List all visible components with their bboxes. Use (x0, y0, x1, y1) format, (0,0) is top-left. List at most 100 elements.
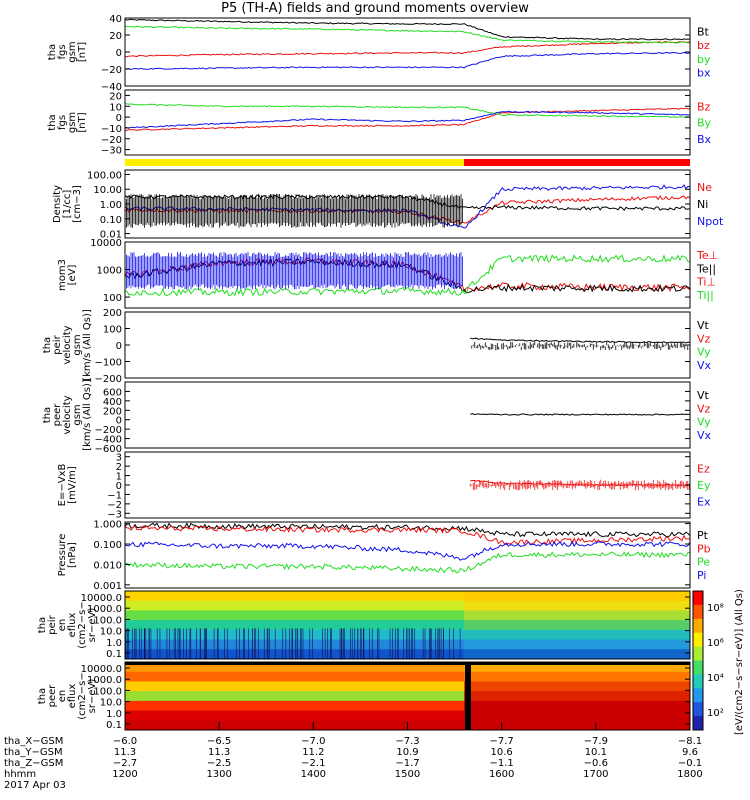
colorbar-segment (693, 674, 703, 689)
y-tick-label: 10000 (90, 238, 122, 249)
legend-Ex: Ex (697, 496, 711, 509)
y-tick-label: −2 (107, 500, 122, 511)
x-tick-label: −7.0 (301, 736, 325, 747)
x-tick-label: 10.1 (585, 747, 607, 758)
y-axis-label: peer (47, 684, 58, 708)
colorbar-segment (693, 591, 703, 606)
legend-Pi: Pi (697, 569, 706, 582)
series-line-pressure-Pe (124, 551, 691, 574)
y-axis-label: eflux (67, 613, 78, 638)
y-axis-label: velocity (62, 395, 73, 434)
colorbar-frame (692, 590, 704, 731)
y-tick-label: 10000.0 (81, 664, 122, 675)
y-tick-label: 10 (109, 102, 122, 113)
y-tick-label: 200 (103, 308, 122, 319)
y-axis-label: eflux (67, 684, 78, 709)
colorbar-tick-label: 10⁴ (707, 673, 724, 684)
y-tick-label: −20 (101, 135, 122, 146)
spectrogram-band (125, 610, 464, 621)
y-tick-label: 10.00 (93, 185, 122, 196)
panel-frame (124, 17, 691, 87)
legend-Ti||: Ti|| (696, 289, 714, 302)
legend-Bt: Bt (697, 26, 710, 39)
legend-Vy: Vy (697, 416, 711, 429)
y-axis-label: Density (52, 185, 63, 223)
spectrogram-band (125, 691, 464, 702)
y-axis-label: fgs (57, 115, 68, 130)
panel-frame (124, 89, 691, 156)
spectrogram-band (464, 691, 690, 702)
y-tick-label: −1 (107, 490, 122, 501)
mode-bar-segment (464, 159, 690, 166)
y-tick-label: 100 (103, 325, 122, 336)
y-tick-label: −20 (101, 65, 122, 76)
y-tick-label: 400 (103, 397, 122, 408)
y-axis-label: en (57, 690, 68, 703)
spectrogram-band (125, 591, 464, 602)
legend-bx: bx (697, 66, 711, 79)
y-tick-label: 10.0 (100, 627, 122, 638)
y-tick-label: 0.1 (106, 720, 122, 731)
series-line-density-Ne (124, 195, 691, 225)
legend-Vx: Vx (697, 359, 712, 372)
y-axis-label: [eV] (67, 265, 78, 286)
y-tick-label: −400 (95, 435, 122, 446)
spectrogram-band (464, 591, 690, 602)
legend-by: by (697, 53, 711, 66)
y-tick-label: 1 (116, 472, 122, 483)
y-axis-label: tha (47, 44, 58, 60)
spectrogram-band (464, 600, 690, 611)
x-tick-label: 1700 (583, 769, 608, 780)
y-tick-label: 20 (109, 91, 122, 102)
x-tick-label: 1600 (489, 769, 514, 780)
y-axis-label: [km/s (All Qs)] (82, 379, 93, 451)
spectrogram-band (464, 662, 690, 673)
legend-Vt: Vt (697, 389, 710, 402)
y-tick-label: 0 (116, 416, 122, 427)
plot-title: P5 (TH-A) fields and ground moments over… (221, 1, 529, 16)
y-tick-label: 1.0 (106, 638, 122, 649)
x-tick-label: −0.1 (678, 758, 702, 769)
y-axis-label: gsm (72, 334, 83, 355)
x-tick-label: −2.1 (301, 758, 325, 769)
series-line-fgs2-Bx (124, 110, 691, 129)
x-axis-row-label: tha_X−GSM (4, 736, 63, 747)
colorbar-tick-label: 10⁸ (707, 603, 724, 614)
colorbar-segment (693, 646, 703, 661)
x-tick-label: 1800 (677, 769, 702, 780)
y-tick-label: −30 (101, 146, 122, 157)
legend-Vx: Vx (697, 429, 712, 442)
y-axis-label: (cm2−s− (77, 672, 88, 719)
y-tick-label: 0.01 (100, 230, 122, 241)
series-line-fgs-by (124, 25, 691, 44)
x-tick-label: −6.5 (207, 736, 231, 747)
y-tick-label: 100.0 (93, 615, 122, 626)
spectrogram-gap (465, 664, 471, 730)
spectrogram-band (125, 600, 464, 611)
y-tick-label: 0 (116, 48, 122, 59)
panel-frame (124, 521, 691, 589)
x-tick-label: 1300 (206, 769, 231, 780)
y-axis-label: [cm−3] (72, 185, 83, 223)
colorbar-segment (693, 688, 703, 703)
spectrogram-band (464, 720, 690, 731)
y-axis-label: sr−eV) (87, 679, 98, 714)
series-line-fgs2-Bz (124, 107, 691, 131)
x-tick-label: 1200 (112, 769, 137, 780)
colorbar-segment (693, 660, 703, 675)
spectrogram-band (464, 700, 690, 712)
panel-frame (124, 311, 691, 379)
y-tick-label: −200 (95, 374, 122, 385)
x-axis-row-label: tha_Y−GSM (4, 747, 63, 758)
series-line-density-Ni (124, 194, 691, 212)
series-line-fgs2-By (124, 103, 691, 119)
legend-Npot: Npot (697, 215, 724, 228)
series-line-peer_v-Vt (470, 412, 691, 416)
y-tick-label: 1000.0 (87, 675, 122, 686)
legend-Ni: Ni (697, 198, 708, 211)
legend-Bz: Bz (697, 100, 711, 113)
y-tick-label: 2 (116, 462, 122, 473)
series-line-temp-Ti|| (124, 254, 691, 297)
x-axis-row-label: tha_Z−GSM (4, 758, 63, 769)
y-axis-label: [nT] (77, 112, 88, 132)
